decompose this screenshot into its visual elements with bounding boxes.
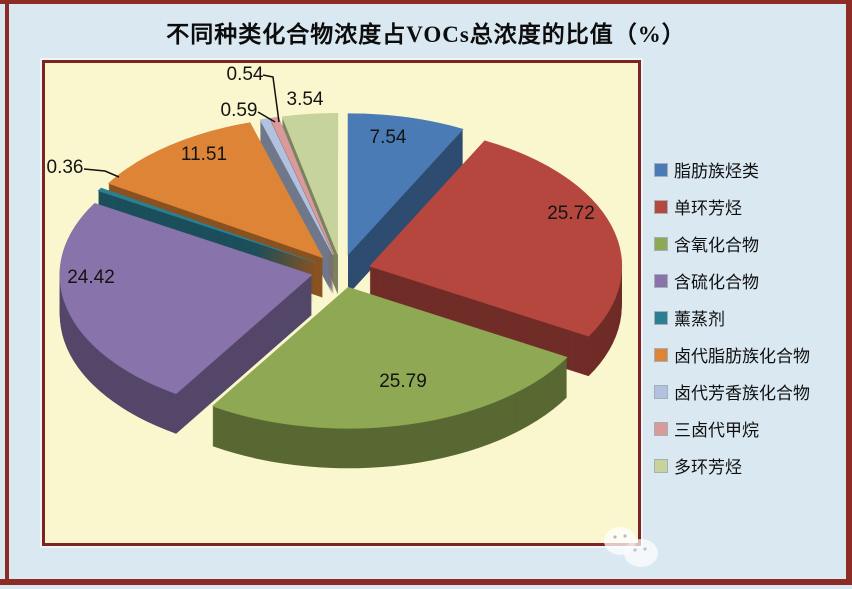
label-leader-line: [83, 168, 120, 178]
legend-swatch: [654, 310, 668, 325]
legend-swatch: [654, 162, 668, 177]
legend-item[interactable]: 含氧化合物: [654, 225, 810, 262]
value-label: 7.54: [370, 127, 407, 148]
watermark-icon: [604, 527, 658, 567]
legend-swatch: [654, 347, 668, 362]
legend-item[interactable]: 三卤代甲烷: [654, 410, 810, 447]
pie-slice[interactable]: [59, 203, 313, 395]
legend-label: 含氧化合物: [674, 236, 759, 255]
value-label: 24.42: [67, 267, 115, 288]
legend-label: 脂肪族烃类: [674, 162, 759, 181]
legend-swatch: [654, 458, 668, 473]
legend-label: 多环芳烃: [674, 458, 742, 477]
legend-label: 卤代脂肪族化合物: [674, 347, 810, 366]
legend-item[interactable]: 脂肪族烃类: [654, 151, 810, 188]
legend-item[interactable]: 含硫化合物: [654, 262, 810, 299]
legend-swatch: [654, 421, 668, 436]
legend-label: 薰蒸剂: [674, 310, 725, 329]
label-leader-line: [257, 111, 276, 123]
page-border-top: [0, 0, 852, 4]
page-border-bottom: [0, 579, 852, 585]
pie-slice[interactable]: [107, 122, 324, 259]
legend-swatch: [654, 273, 668, 288]
legend-swatch: [654, 199, 668, 214]
value-label: 25.79: [379, 371, 427, 392]
value-label: 0.36: [47, 157, 84, 178]
pie-slice[interactable]: [281, 113, 339, 255]
value-label: 0.59: [221, 100, 258, 121]
legend-item[interactable]: 薰蒸剂: [654, 299, 810, 336]
legend-item[interactable]: 卤代脂肪族化合物: [654, 336, 810, 373]
pie-slice[interactable]: [211, 286, 568, 429]
plot-area: 7.54 25.72 25.79 24.42 0.36 11.51 0.59 0.54 3.54: [42, 60, 641, 546]
legend: 脂肪族烃类单环芳烃含氧化合物含硫化合物薰蒸剂卤代脂肪族化合物 卤代芳香族化合物 三卤…: [654, 151, 810, 484]
page-border-left: [5, 3, 9, 579]
legend-item[interactable]: 卤代芳香族化合物: [654, 373, 810, 410]
pie-slice[interactable]: [97, 187, 316, 263]
legend-label: 含硫化合物: [674, 273, 759, 292]
value-label: 3.54: [287, 89, 324, 110]
chart-title: 不同种类化合物浓度占VOCs总浓度的比值（%）: [166, 22, 686, 47]
value-label: 11.51: [181, 144, 227, 165]
legend-label: 卤代芳香族化合物: [674, 384, 810, 403]
value-label: 0.54: [227, 64, 264, 85]
page-border-right: [846, 0, 852, 585]
legend-item[interactable]: 多环芳烃: [654, 447, 810, 484]
pie-slice[interactable]: [369, 140, 623, 337]
pie-slice[interactable]: [347, 113, 464, 256]
legend-swatch: [654, 236, 668, 251]
legend-label: 三卤代甲烷: [674, 421, 759, 440]
legend-swatch: [654, 384, 668, 399]
value-label: 25.72: [547, 203, 595, 224]
legend-item[interactable]: 单环芳烃: [654, 188, 810, 225]
legend-label: 单环芳烃: [674, 199, 742, 218]
label-leader-line: [262, 74, 280, 123]
pie-chart: 7.54 25.72 25.79 24.42 0.36 11.51 0.59 0.54 3.54: [47, 64, 623, 469]
